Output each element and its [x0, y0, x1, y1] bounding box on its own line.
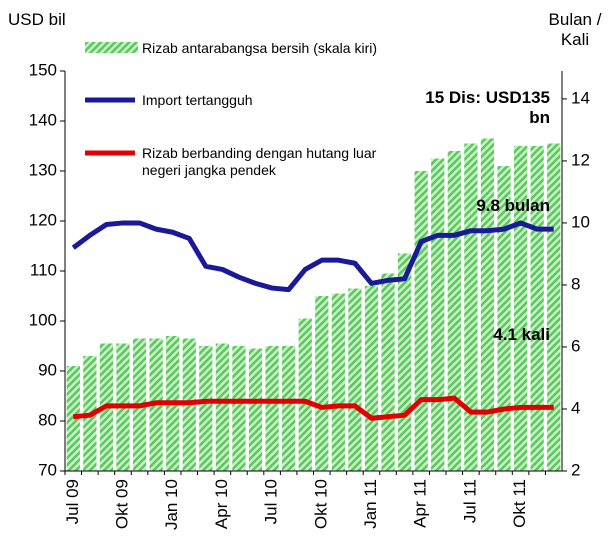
x-tick-label: Okt 10 [311, 479, 330, 529]
y2-tick-label: 14 [571, 88, 590, 107]
y2-tick-label: 10 [571, 212, 590, 231]
y2-tick-label: 6 [571, 336, 580, 355]
bar [547, 143, 561, 471]
y2-axis-title: Bulan / Kali [548, 10, 602, 49]
x-tick-label: Jan 10 [162, 479, 181, 530]
bar [331, 293, 345, 471]
bar [215, 343, 230, 471]
annotation: 9.8 bulan [476, 196, 550, 215]
annotation: 15 Dis: USD135 bn [425, 88, 550, 127]
y2-tick-label: 8 [571, 274, 580, 293]
bar [513, 146, 528, 471]
y-tick-label: 110 [30, 260, 57, 279]
x-tick-label: Jan 11 [361, 479, 380, 529]
bar [315, 296, 329, 471]
bar [414, 171, 428, 471]
bar [464, 143, 478, 471]
x-tick-label: Okt 09 [112, 479, 131, 529]
bar [497, 166, 511, 471]
y-tick-label: 140 [29, 110, 57, 129]
bar [381, 273, 395, 471]
line [71, 220, 554, 293]
y-tick-label: 80 [38, 410, 57, 429]
y-tick-label: 70 [38, 460, 57, 479]
legend-label: Rizab antarabangsa bersih (skala kiri) [142, 40, 377, 56]
bar [397, 253, 412, 471]
y2-tick-label: 2 [571, 460, 580, 479]
x-tick-label: Apr 11 [411, 479, 430, 528]
y2-tick-label: 4 [571, 398, 580, 417]
bar [265, 346, 279, 471]
legend-swatch [85, 42, 138, 53]
bar [232, 346, 246, 471]
x-tick-label: Okt 11 [510, 479, 529, 528]
bar [282, 346, 296, 471]
y-tick-label: 100 [29, 310, 57, 329]
y-tick-label: 90 [38, 360, 57, 379]
bar [480, 138, 495, 471]
bar [447, 151, 461, 471]
bar [66, 366, 80, 471]
y-axis-title: USD bil [8, 10, 66, 29]
y2-tick-label: 12 [571, 150, 590, 169]
y-tick-label: 150 [29, 60, 57, 79]
legend-label: Import tertangguh [142, 92, 253, 108]
bar [364, 286, 379, 471]
x-tick-label: Apr 10 [212, 479, 231, 529]
bar [530, 146, 544, 471]
x-tick-label: Jul 10 [262, 479, 281, 524]
annotation: 4.1 kali [493, 325, 550, 344]
bar [298, 318, 312, 471]
y-tick-label: 130 [29, 160, 57, 179]
bar [199, 346, 213, 471]
bar [248, 348, 263, 471]
y-tick-label: 120 [29, 210, 57, 229]
legend-label: Rizab berbanding dengan hutang luar nege… [142, 145, 377, 178]
x-tick-label: Jul 11 [460, 479, 479, 523]
bar [348, 288, 362, 471]
line [73, 395, 554, 421]
x-tick-label: Jul 09 [63, 479, 82, 524]
